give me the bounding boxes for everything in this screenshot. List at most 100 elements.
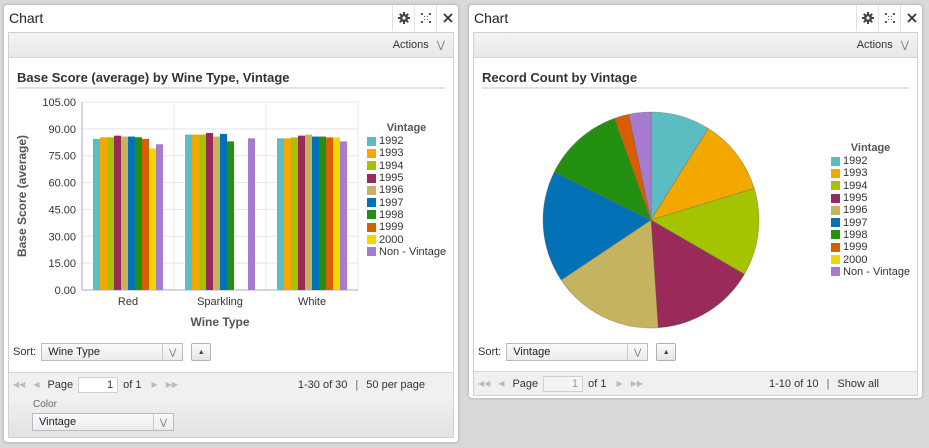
legend-item[interactable]: 2000 — [367, 233, 446, 246]
settings-button[interactable] — [856, 5, 878, 31]
legend-item[interactable]: 1993 — [367, 147, 446, 159]
bar[interactable] — [142, 138, 149, 290]
bar[interactable] — [93, 138, 100, 290]
bar[interactable] — [185, 134, 192, 290]
last-page-icon[interactable]: ▶▶ — [630, 379, 643, 388]
bar[interactable] — [340, 141, 347, 290]
bar[interactable] — [312, 136, 319, 290]
panel-title: Chart — [474, 10, 509, 26]
last-page-icon[interactable]: ▶▶ — [165, 380, 178, 389]
page-number-input[interactable]: 1 — [78, 376, 119, 393]
legend-label: 2000 — [379, 233, 404, 246]
bar[interactable] — [192, 134, 199, 290]
legend-item[interactable]: 1992 — [831, 155, 910, 167]
separator: | — [826, 377, 830, 390]
bar[interactable] — [227, 141, 234, 290]
page-label: Page — [47, 378, 74, 391]
legend-item[interactable]: Non - Vintage — [367, 246, 446, 258]
y-tick-label: 75.00 — [48, 151, 76, 163]
legend-item[interactable]: 1998 — [367, 209, 446, 221]
bar[interactable] — [333, 137, 340, 290]
legend-item[interactable]: 1994 — [831, 180, 910, 192]
sort-direction-button[interactable]: ▲ — [191, 343, 212, 361]
prev-page-icon[interactable]: ◀ — [33, 380, 40, 389]
legend-item[interactable]: 1994 — [367, 160, 446, 172]
prev-page-icon[interactable]: ◀ — [498, 379, 505, 388]
legend-item[interactable]: 1996 — [831, 204, 910, 216]
bar[interactable] — [277, 138, 284, 290]
pie-slice[interactable] — [553, 117, 652, 221]
legend-label: 1993 — [379, 147, 404, 160]
pie-slice[interactable] — [628, 111, 652, 221]
pie-slice[interactable] — [542, 171, 652, 281]
legend-item[interactable]: 1998 — [831, 229, 910, 241]
page-number-input[interactable]: 1 — [543, 375, 584, 392]
bar[interactable] — [284, 138, 291, 290]
record-range: 1-10 of 10 — [769, 377, 819, 390]
legend-item[interactable]: 1999 — [367, 221, 446, 233]
color-select[interactable]: Vintage ⋁ — [32, 413, 174, 431]
legend-item[interactable]: 1992 — [367, 135, 446, 147]
bar[interactable] — [107, 137, 114, 290]
legend-item[interactable]: Non - Vintage — [831, 266, 910, 278]
sort-select[interactable]: Vintage ⋁ — [506, 343, 649, 361]
show-all-link[interactable]: Show all — [837, 377, 879, 390]
legend-item[interactable]: 1997 — [367, 196, 446, 209]
settings-button[interactable] — [392, 5, 414, 31]
close-button[interactable] — [436, 5, 458, 31]
bar[interactable] — [128, 136, 135, 290]
first-page-icon[interactable]: ◀◀ — [13, 380, 26, 389]
legend-item[interactable]: 1999 — [831, 241, 910, 253]
color-label: Color — [33, 399, 57, 410]
legend-title: Vintage — [386, 122, 427, 134]
bar[interactable] — [156, 144, 163, 290]
legend-item[interactable]: 1995 — [367, 172, 446, 184]
bar[interactable] — [149, 148, 156, 290]
actions-menu[interactable]: Actions — [856, 39, 893, 51]
chevron-down-icon: ⋁ — [153, 414, 173, 430]
close-button[interactable] — [900, 5, 922, 31]
legend-item[interactable]: 2000 — [831, 253, 910, 266]
bar[interactable] — [206, 132, 213, 290]
bar[interactable] — [298, 135, 305, 290]
sort-controls: Sort: Vintage ⋁ ▲ — [478, 343, 677, 361]
pie-slice[interactable] — [650, 128, 755, 221]
double-chevron-down-icon[interactable]: ⋁ — [900, 39, 909, 51]
bar[interactable] — [213, 136, 220, 290]
legend-swatch — [367, 247, 376, 257]
bar[interactable] — [100, 137, 107, 290]
maximize-button[interactable] — [414, 5, 436, 31]
bar[interactable] — [121, 136, 128, 290]
page-count: of 1 — [123, 378, 142, 391]
maximize-button[interactable] — [878, 5, 900, 31]
legend-swatch — [831, 193, 840, 203]
bar[interactable] — [114, 135, 121, 290]
bar[interactable] — [135, 137, 142, 290]
expand-icon — [420, 13, 431, 23]
next-page-icon[interactable]: ▶ — [151, 380, 158, 389]
actions-menu[interactable]: Actions — [392, 39, 429, 51]
pie-slice[interactable] — [650, 188, 760, 275]
first-page-icon[interactable]: ◀◀ — [478, 379, 491, 388]
chart-legend: Vintage 1992 1993 1994 1995 1996 1997 1998 1999… — [831, 142, 910, 278]
legend-item[interactable]: 1996 — [367, 184, 446, 196]
legend-swatch — [831, 267, 840, 277]
sort-select[interactable]: Wine Type ⋁ — [41, 343, 184, 361]
bar[interactable] — [305, 134, 312, 290]
sort-direction-button[interactable]: ▲ — [656, 343, 677, 361]
gear-icon — [397, 12, 410, 24]
pie-slice[interactable] — [560, 219, 659, 329]
bar[interactable] — [319, 136, 326, 290]
bar[interactable] — [220, 133, 227, 290]
pie-slice[interactable] — [650, 219, 745, 329]
legend-item[interactable]: 1993 — [831, 167, 910, 179]
legend-item[interactable]: 1995 — [831, 192, 910, 204]
bar[interactable] — [248, 138, 255, 290]
bar[interactable] — [291, 137, 298, 290]
bar[interactable] — [199, 134, 206, 290]
per-page-link[interactable]: 50 per page — [366, 378, 425, 391]
legend-item[interactable]: 1997 — [831, 216, 910, 229]
next-page-icon[interactable]: ▶ — [616, 379, 623, 388]
bar[interactable] — [326, 137, 333, 290]
double-chevron-down-icon[interactable]: ⋁ — [436, 39, 445, 51]
